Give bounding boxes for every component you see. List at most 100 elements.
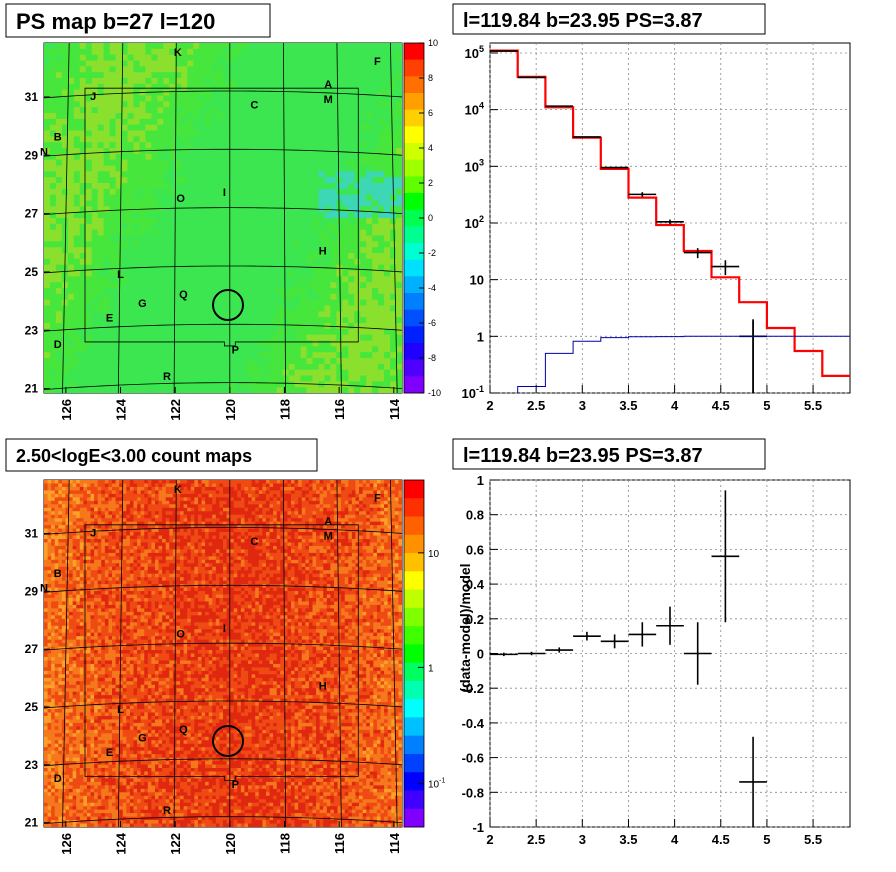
map-pixel (324, 177, 331, 184)
map-pixel (294, 270, 301, 277)
map-pixel (47, 795, 52, 800)
map-pixel (47, 608, 52, 613)
map-pixel (228, 258, 236, 265)
map-pixel (157, 223, 164, 230)
map-pixel (73, 358, 81, 365)
map-pixel (288, 288, 295, 295)
map-pixel (217, 165, 224, 172)
map-pixel (223, 153, 230, 160)
map-pixel (73, 276, 81, 283)
map-pixel (83, 802, 88, 807)
map-pixel (44, 363, 51, 370)
map-pixel (58, 587, 63, 592)
map-pixel (312, 200, 319, 207)
map-pixel (378, 264, 385, 271)
map-pixel (318, 276, 325, 283)
map-pixel (61, 799, 66, 804)
map-pixel (85, 258, 93, 265)
map-pixel (49, 159, 57, 166)
map-pixel (44, 258, 51, 265)
map-pixel (300, 381, 307, 388)
map-pixel (211, 375, 218, 382)
map-pixel (378, 369, 385, 376)
map-pixel (366, 118, 373, 125)
map-pixel (72, 597, 77, 602)
map-pixel (61, 54, 69, 61)
map-pixel (378, 165, 385, 172)
map-pixel (360, 334, 367, 341)
map-pixel (163, 293, 170, 300)
map-pixel (85, 142, 93, 149)
map-pixel (127, 177, 134, 184)
map-pixel (97, 130, 104, 137)
map-pixel (330, 107, 337, 114)
map-pixel (69, 809, 73, 814)
map-pixel (378, 83, 385, 90)
map-pixel (72, 629, 77, 633)
map-pixel (217, 66, 224, 73)
map-pixel (76, 698, 81, 703)
map-pixel (181, 188, 188, 195)
map-pixel (61, 663, 66, 668)
map-pixel (175, 83, 182, 90)
map-pixel (199, 159, 206, 166)
map-pixel (157, 305, 164, 312)
map-pixel (54, 636, 59, 640)
map-pixel (384, 101, 391, 108)
map-pixel (145, 43, 152, 50)
map-pixel (61, 311, 69, 318)
map-pixel (169, 317, 176, 324)
map-pixel (330, 218, 337, 225)
map-pixel (246, 288, 254, 295)
map-pixel (65, 663, 70, 668)
map-pixel (61, 781, 66, 786)
map-pixel (115, 43, 122, 50)
map-pixel (228, 142, 236, 149)
map-pixel (396, 218, 402, 225)
map-pixel (157, 317, 164, 324)
map-pixel (109, 340, 116, 347)
map-pixel (336, 130, 343, 137)
map-pixel (85, 311, 93, 318)
map-pixel (240, 363, 248, 370)
map-pixel (61, 643, 66, 647)
map-pixel (348, 130, 355, 137)
map-pixel (55, 387, 63, 393)
map-pixel (187, 235, 194, 242)
map-pixel (139, 101, 146, 108)
map-pixel (240, 107, 248, 114)
map-pixel (342, 317, 349, 324)
map-pixel (330, 113, 337, 120)
map-pixel (366, 358, 373, 365)
map-pixel (65, 622, 70, 627)
longitude-line (390, 43, 398, 393)
map-pixel (223, 363, 230, 370)
map-pixel (79, 148, 87, 155)
map-pixel (65, 674, 70, 679)
map-pixel (47, 771, 52, 776)
map-pixel (115, 317, 122, 324)
map-pixel (336, 60, 343, 67)
map-pixel (294, 305, 301, 312)
map-pixel (205, 293, 212, 300)
map-pixel (47, 806, 52, 810)
map-pixel (65, 667, 70, 672)
map-pixel (85, 183, 93, 190)
map-pixel (65, 806, 70, 810)
map-pixel (163, 323, 170, 330)
map-pixel (252, 130, 260, 137)
map-pixel (175, 142, 182, 149)
map-pixel (169, 159, 176, 166)
map-pixel (73, 118, 81, 125)
map-pixel (79, 764, 84, 769)
map-pixel (348, 299, 355, 306)
map-pixel (47, 528, 52, 533)
map-pixel (246, 72, 254, 79)
map-pixel (145, 107, 152, 114)
map-pixel (115, 183, 122, 190)
map-pixel (79, 507, 84, 512)
map-pixel (234, 363, 242, 370)
map-pixel (44, 594, 48, 599)
map-pixel (133, 212, 140, 219)
map-pixel (264, 107, 272, 114)
